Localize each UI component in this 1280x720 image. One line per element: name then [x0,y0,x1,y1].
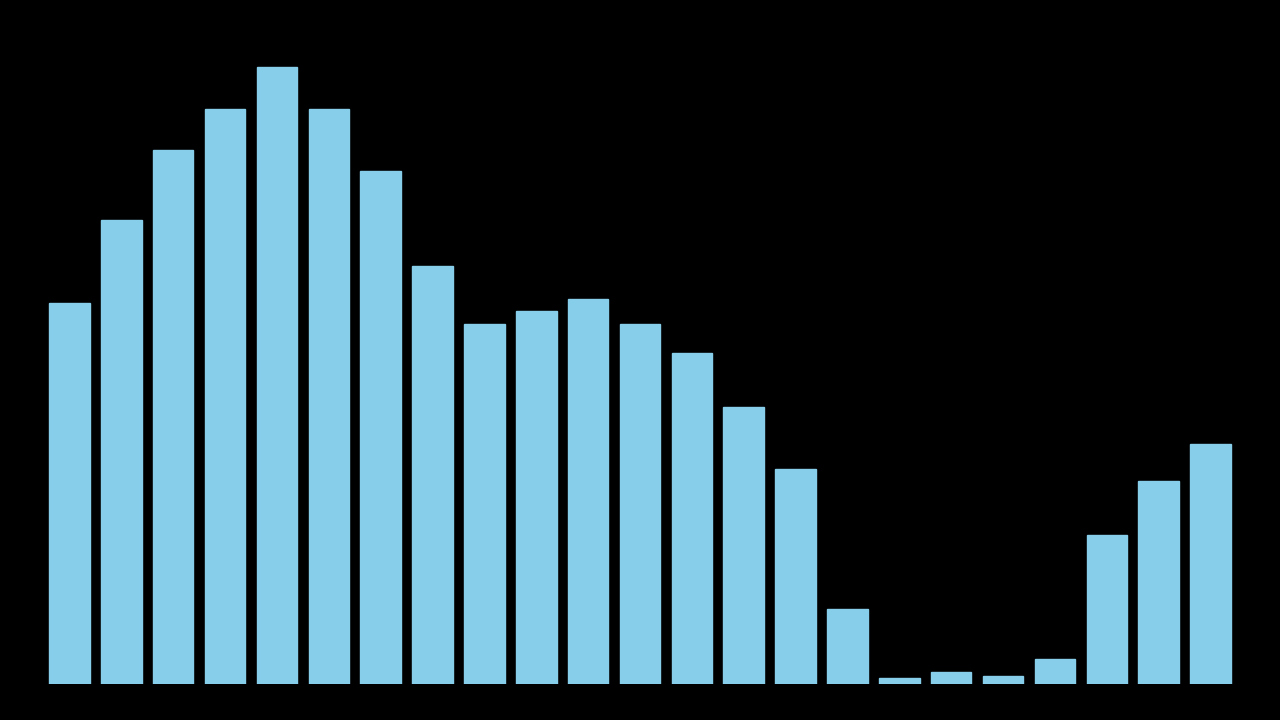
Bar [1190,444,1230,684]
Bar [931,672,972,684]
Bar [879,678,919,684]
Bar [827,609,868,684]
Bar [723,407,764,684]
Bar [50,303,90,684]
Bar [672,353,712,684]
Bar [412,266,453,684]
Bar [1138,481,1179,684]
Bar [205,109,246,684]
Bar [516,311,557,684]
Bar [568,299,608,684]
Bar [101,220,142,684]
Bar [154,150,193,684]
Bar [1034,660,1075,684]
Bar [308,109,349,684]
Bar [465,324,504,684]
Bar [776,469,815,684]
Bar [620,324,660,684]
Bar [361,171,401,684]
Bar [257,67,297,684]
Bar [1087,535,1126,684]
Bar [983,675,1023,684]
